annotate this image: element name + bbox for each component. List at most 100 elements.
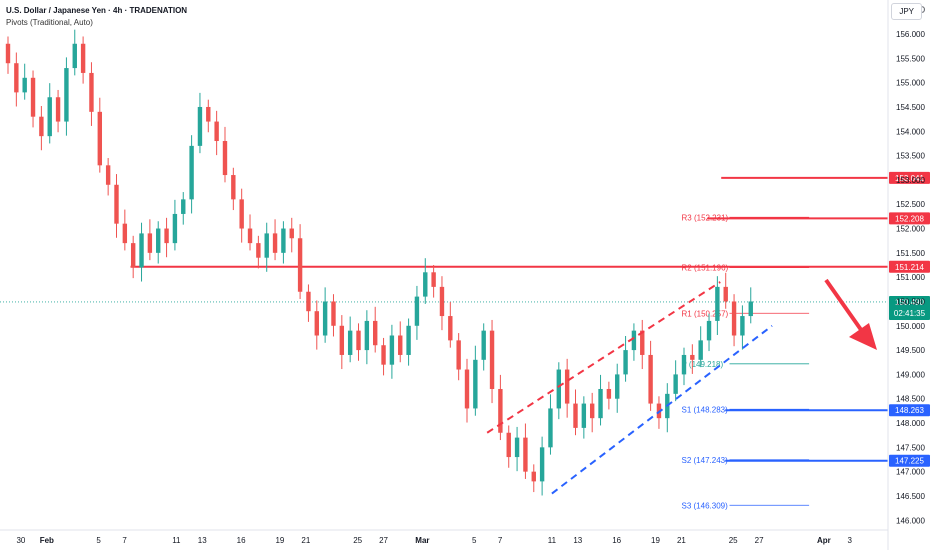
price-level-label: 148.263 [895, 406, 924, 415]
price-tick-label: 153.500 [896, 152, 925, 161]
price-tick-label: 156.000 [896, 30, 925, 39]
candle-body [506, 432, 511, 458]
candle [581, 396, 587, 439]
price-axis[interactable]: 146.000 146.500 147.000 147.500 148.000 148.5… [887, 0, 925, 550]
candle-body [564, 369, 570, 404]
candle [5, 36, 11, 74]
price-tick-label: 152.500 [896, 200, 925, 209]
candle-body [398, 335, 403, 355]
candle [364, 310, 370, 365]
channel-upper-line [486, 281, 721, 434]
candle-body [381, 345, 386, 365]
price-tick-label: 148.500 [896, 395, 925, 404]
candle [506, 425, 511, 468]
candle [531, 464, 536, 493]
candle-body [130, 243, 136, 268]
candle [314, 300, 319, 350]
time-tick-label: 25 [353, 536, 362, 545]
candle-body [30, 77, 36, 117]
candle [715, 276, 720, 336]
candle-body [673, 374, 678, 394]
current-price-label: 150.490 [895, 298, 924, 307]
price-tick-label: 153.000 [896, 176, 925, 185]
candle-body [740, 316, 745, 336]
price-tick-label: 155.500 [896, 54, 925, 63]
time-tick-label: 11 [172, 536, 181, 545]
levels-layer: R3 (152.231) R2 (151.196) R1 (150.257) P (1… [0, 171, 930, 510]
currency-badge[interactable]: JPY [891, 3, 922, 20]
candle [272, 219, 278, 261]
candle-body [448, 316, 453, 341]
candle-body [314, 311, 319, 336]
candle-body [214, 121, 219, 142]
price-level-tag [889, 454, 930, 467]
time-tick-label: Feb [40, 536, 54, 545]
candle [373, 306, 378, 353]
candle [706, 313, 712, 352]
price-tick-label: 147.500 [896, 443, 925, 452]
candle-body [89, 72, 94, 112]
time-tick-label: 27 [755, 536, 764, 545]
candle [740, 305, 745, 350]
candle-body [22, 77, 27, 93]
candle [498, 374, 503, 441]
candle-body [105, 165, 111, 185]
candle-body [222, 141, 228, 176]
candle-body [347, 330, 353, 355]
candle [681, 347, 687, 386]
candle [39, 106, 44, 151]
countdown-label: 02:41:35 [894, 309, 926, 318]
pivot-label: P (149.218) [682, 360, 724, 369]
candle [306, 284, 311, 322]
price-level-tag [889, 404, 930, 417]
candle [206, 99, 211, 133]
price-level-label: 152.208 [895, 214, 924, 223]
candle-body [47, 97, 52, 137]
time-tick-label: 5 [96, 536, 101, 545]
candle [431, 265, 436, 298]
candle [398, 321, 403, 363]
price-tick-label: 149.000 [896, 370, 925, 379]
price-tick-label: 154.500 [896, 103, 925, 112]
pivot-label: R3 (152.231) [682, 213, 729, 222]
candle [80, 36, 86, 84]
candle [606, 381, 612, 410]
candle [523, 423, 528, 479]
current-price-tag [889, 295, 930, 320]
time-axis[interactable]: 30 Feb 5 7 11 13 16 19 21 25 27 Mar 5 7 11 13 16 19 21 25 27… [0, 529, 888, 545]
candle-body [206, 106, 211, 122]
candle-body [147, 233, 153, 253]
price-tick-label: 146.000 [896, 516, 925, 525]
time-tick-label: 7 [122, 536, 127, 545]
price-tick-label: 150.000 [896, 322, 925, 331]
candle-body [731, 301, 737, 336]
candle [356, 323, 361, 361]
candle [448, 301, 453, 348]
candle [114, 174, 119, 238]
candle [615, 363, 620, 413]
candle [589, 392, 595, 433]
candle [673, 360, 678, 402]
candle [64, 57, 69, 136]
candle-body [231, 175, 236, 200]
candle-body [55, 97, 61, 122]
time-tick-label: 21 [301, 536, 310, 545]
candle-body [356, 330, 361, 351]
candle [14, 52, 19, 107]
candle-body [698, 340, 703, 360]
price-level-label: 151.214 [895, 263, 924, 272]
candle [473, 345, 478, 416]
candle-body [272, 233, 278, 253]
pivot-label: R1 (150.257) [682, 309, 729, 318]
candle-body [514, 437, 520, 458]
indicator-label[interactable]: Pivots (Traditional, Auto) [6, 18, 93, 27]
candle-body [364, 320, 370, 351]
candle [648, 340, 653, 411]
candle-body [14, 63, 19, 93]
candle [322, 287, 328, 343]
time-tick-label: Apr [817, 536, 831, 545]
candle-body [72, 43, 77, 69]
time-tick-label: 5 [472, 536, 477, 545]
candle [489, 319, 495, 404]
